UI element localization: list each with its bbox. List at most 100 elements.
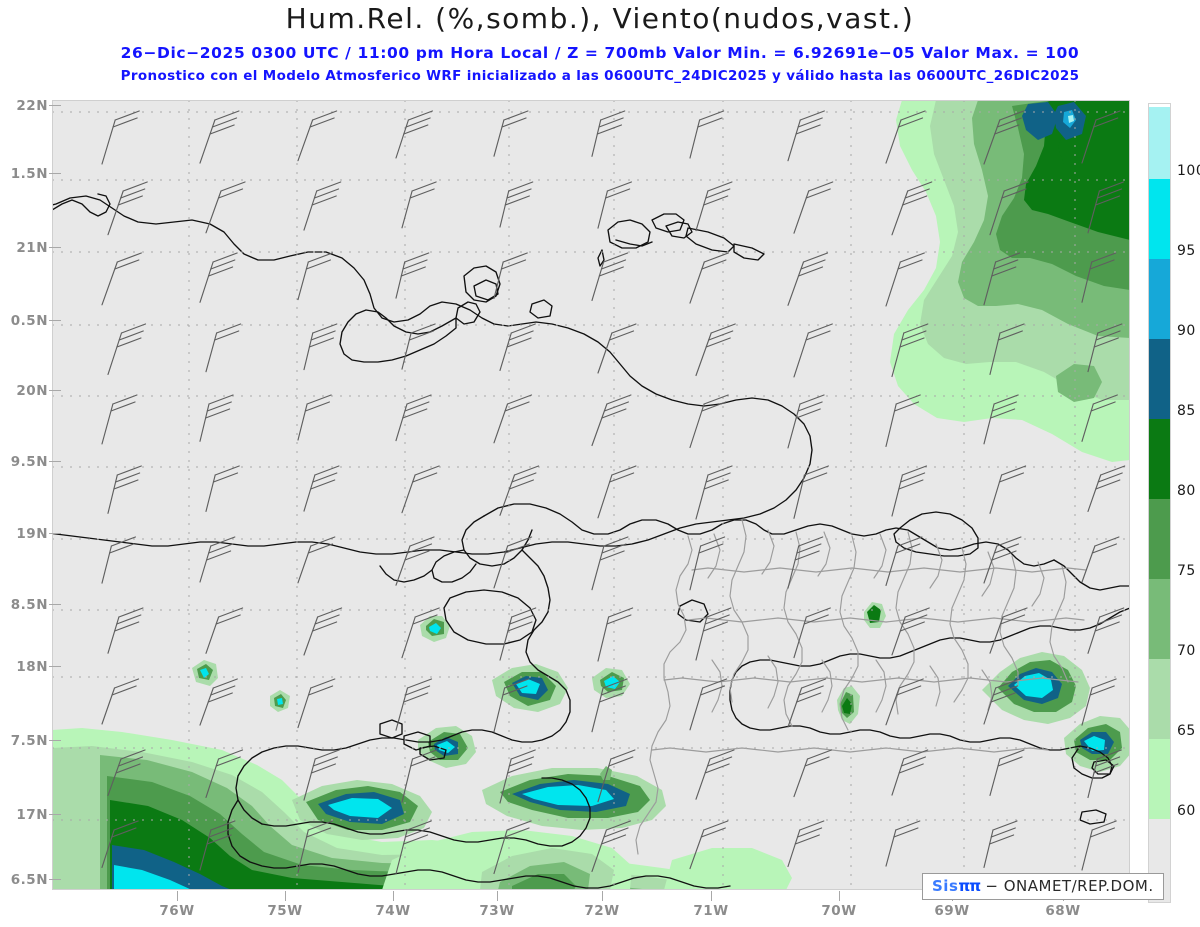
wind-barb-flag [802, 472, 828, 483]
wind-barb-flag [903, 749, 929, 760]
wind-barb-shaft [107, 332, 123, 375]
wind-barb-flag [900, 472, 926, 483]
wind-barb-flag [807, 323, 833, 334]
longitude-tick-mark-6 [839, 891, 840, 901]
wind-barb-shaft [303, 474, 316, 512]
wind-barb-flag [508, 756, 534, 767]
wind-barb-flag [209, 124, 235, 135]
wind-barb-flag [898, 763, 924, 774]
wind-barb-flag [699, 685, 726, 696]
wind-barb-shaft [395, 545, 411, 586]
longitude-tick-5: 71W [693, 903, 729, 919]
wind-barb-shaft [401, 332, 412, 370]
wind-barb-flag [598, 266, 624, 277]
longitude-tick-1: 75W [267, 903, 303, 919]
wind-barb-flag [506, 188, 532, 199]
wind-barb-flag [509, 614, 535, 625]
wind-barb-flag [510, 323, 536, 334]
wind-barb-flag [608, 607, 634, 618]
shading-far-left-cells [192, 660, 290, 712]
wind-barb-flag [504, 401, 530, 412]
wind-barb-shaft [101, 545, 112, 584]
wind-barb-flag [120, 188, 146, 199]
wind-barb-flag [409, 536, 435, 547]
wind-barb-flag [797, 266, 824, 277]
longitude-tick-2: 74W [375, 903, 411, 919]
wind-barb-flag [806, 749, 833, 760]
colorbar-band-6 [1149, 579, 1170, 659]
wind-barb-flag [402, 408, 428, 419]
wind-barb-flag [314, 749, 340, 760]
page-title: Hum.Rel. (%,somb.), Viento(nudos,vast.) [285, 2, 915, 35]
wind-barb-shaft [107, 758, 122, 796]
wind-barb-flag [114, 621, 140, 632]
colorbar[interactable] [1148, 103, 1171, 903]
latitude-tick-7: 8.5N [10, 597, 48, 613]
colorbar-tick-5: 75 [1177, 563, 1196, 579]
wind-barb-flag [403, 124, 429, 135]
latitude-tick-5: 9.5N [10, 454, 48, 470]
map-canvas [52, 100, 1130, 890]
wind-barb-flag [999, 614, 1026, 625]
wind-barb-flag [904, 607, 930, 618]
wind-barb-shaft [395, 261, 406, 299]
wind-barb-flag [109, 543, 135, 554]
wind-barb-flag [904, 188, 930, 199]
wind-barb-flag [1090, 401, 1116, 412]
wind-barb-flag [214, 330, 240, 341]
wind-barb-flag [707, 756, 733, 767]
wind-barb-flag [504, 827, 530, 838]
longitude-tick-mark-1 [285, 891, 286, 901]
wind-barb-flag [897, 117, 924, 128]
wind-barb-flag [511, 472, 537, 483]
wind-barb-flag [1089, 685, 1115, 696]
wind-barb-flag [113, 820, 139, 831]
wind-barb-flag [208, 543, 234, 554]
wind-barb-flag [703, 195, 729, 206]
latitude-tick-mark-1 [49, 173, 61, 174]
wind-barb-flag [993, 394, 1019, 405]
wind-barb-flag [598, 692, 625, 703]
wind-barb-flag [504, 543, 530, 554]
wind-barb-shaft [695, 758, 711, 800]
latitude-tick-10: 17N [16, 807, 48, 823]
shading-sw-plume [52, 728, 792, 890]
colorbar-band-4 [1149, 419, 1170, 499]
wind-barb-shaft [885, 687, 900, 726]
wind-barb-flag [601, 408, 627, 419]
wind-barb-flag [116, 337, 142, 348]
wind-barb-flag [1094, 536, 1120, 547]
wind-barb-shaft [199, 261, 214, 303]
wind-barb-flag [309, 117, 335, 128]
colorbar-tick-7: 65 [1177, 723, 1196, 739]
wind-barb-shaft [303, 190, 318, 231]
shading-bottom-swath [382, 830, 792, 890]
wind-barb-flag [704, 763, 730, 774]
wind-barb-flag [112, 394, 138, 405]
wind-barb-flag [805, 330, 831, 341]
map-plot-area[interactable] [52, 100, 1130, 890]
latitude-tick-mark-8 [49, 666, 61, 667]
wind-barb-shaft [891, 616, 906, 656]
latitude-tick-mark-10 [49, 814, 61, 815]
wind-barb-flag [1092, 394, 1118, 405]
wind-barb-shaft [983, 829, 994, 868]
wind-barb-flag [999, 749, 1025, 760]
wind-barb-flag [608, 756, 634, 767]
wind-barb-flag [1002, 607, 1028, 618]
wind-barb-shaft [689, 119, 701, 159]
wind-barb-flag [796, 692, 822, 703]
wind-barb-flag [403, 834, 429, 845]
wind-barb-flag [705, 188, 731, 199]
wind-barb-flag [403, 692, 429, 703]
wind-barb-flag [307, 820, 333, 831]
wind-barb-flag [307, 543, 333, 554]
wind-barb-flag [1089, 259, 1115, 270]
wind-barb-flag [507, 621, 533, 632]
latitude-tick-mark-7 [49, 604, 61, 605]
longitude-tick-0: 76W [159, 903, 195, 919]
wind-barb-flag [1091, 678, 1117, 689]
wind-barb-flag [310, 479, 336, 490]
wind-barb-flag [1097, 323, 1123, 334]
wind-barb-flag [316, 181, 342, 192]
